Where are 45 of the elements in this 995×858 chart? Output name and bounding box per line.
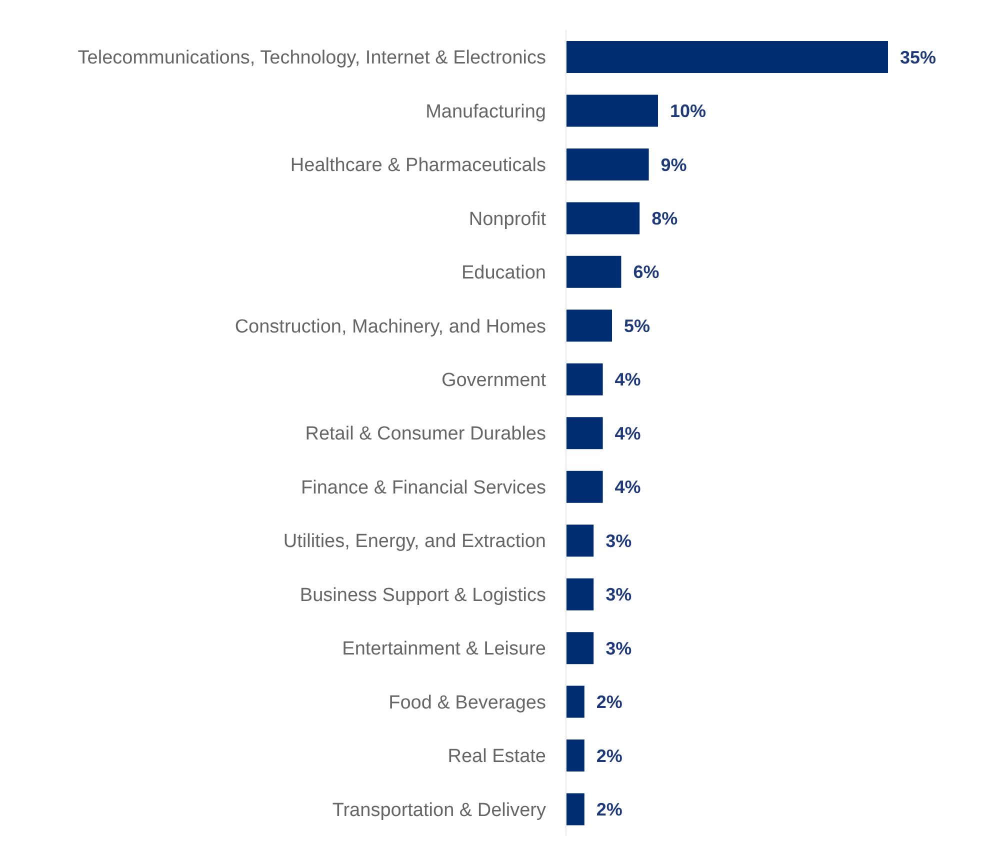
y-tick-label: Nonprofit	[468, 208, 547, 230]
y-tick-label: Food & Beverages	[388, 692, 546, 714]
data-label: 2%	[596, 692, 622, 712]
y-tick-label: Retail & Consumer Durables	[305, 424, 546, 445]
bar	[566, 256, 622, 288]
data-label: 5%	[624, 316, 650, 336]
data-label: 2%	[596, 800, 622, 820]
y-tick-label: Education	[461, 262, 546, 284]
bar	[566, 148, 649, 180]
bar	[566, 94, 658, 127]
bar	[566, 740, 584, 772]
bar	[566, 470, 603, 503]
y-tick-label: Business Support & Logistics	[300, 584, 546, 606]
data-label: 4%	[614, 370, 641, 390]
data-label: 6%	[633, 262, 660, 282]
y-tick-label: Telecommunications, Technology, Internet & Electronics	[78, 48, 546, 69]
data-label: 4%	[614, 423, 641, 444]
y-tick-label: Entertainment & Leisure	[342, 638, 546, 660]
bar	[566, 310, 612, 342]
data-label: 4%	[614, 477, 641, 498]
y-tick-label: Real Estate	[448, 746, 546, 768]
bar	[566, 578, 594, 610]
y-tick-label: Healthcare & Pharmaceuticals	[290, 155, 546, 176]
data-label: 35%	[900, 47, 936, 68]
bar	[566, 686, 584, 718]
bar	[566, 363, 603, 396]
y-tick-label: Government	[441, 370, 547, 392]
bar	[566, 41, 888, 73]
data-label: 2%	[596, 746, 622, 766]
y-tick-label: Construction, Machinery, and Homes	[234, 316, 546, 338]
data-label: 3%	[606, 638, 632, 658]
y-tick-label: Finance & Financial Services	[301, 477, 546, 498]
data-label: 9%	[660, 154, 687, 175]
data-label: 10%	[670, 101, 706, 122]
y-tick-label: Utilities, Energy, and Extraction	[283, 531, 546, 552]
bar	[566, 793, 584, 826]
data-label: 3%	[606, 584, 632, 605]
data-label: 3%	[606, 530, 632, 551]
data-label: 8%	[652, 208, 678, 228]
bar	[566, 202, 640, 234]
bar	[566, 632, 594, 664]
bar	[566, 524, 594, 557]
bar	[566, 417, 603, 450]
y-tick-label: Transportation & Delivery	[332, 800, 546, 821]
y-tick-label: Manufacturing	[426, 101, 546, 122]
